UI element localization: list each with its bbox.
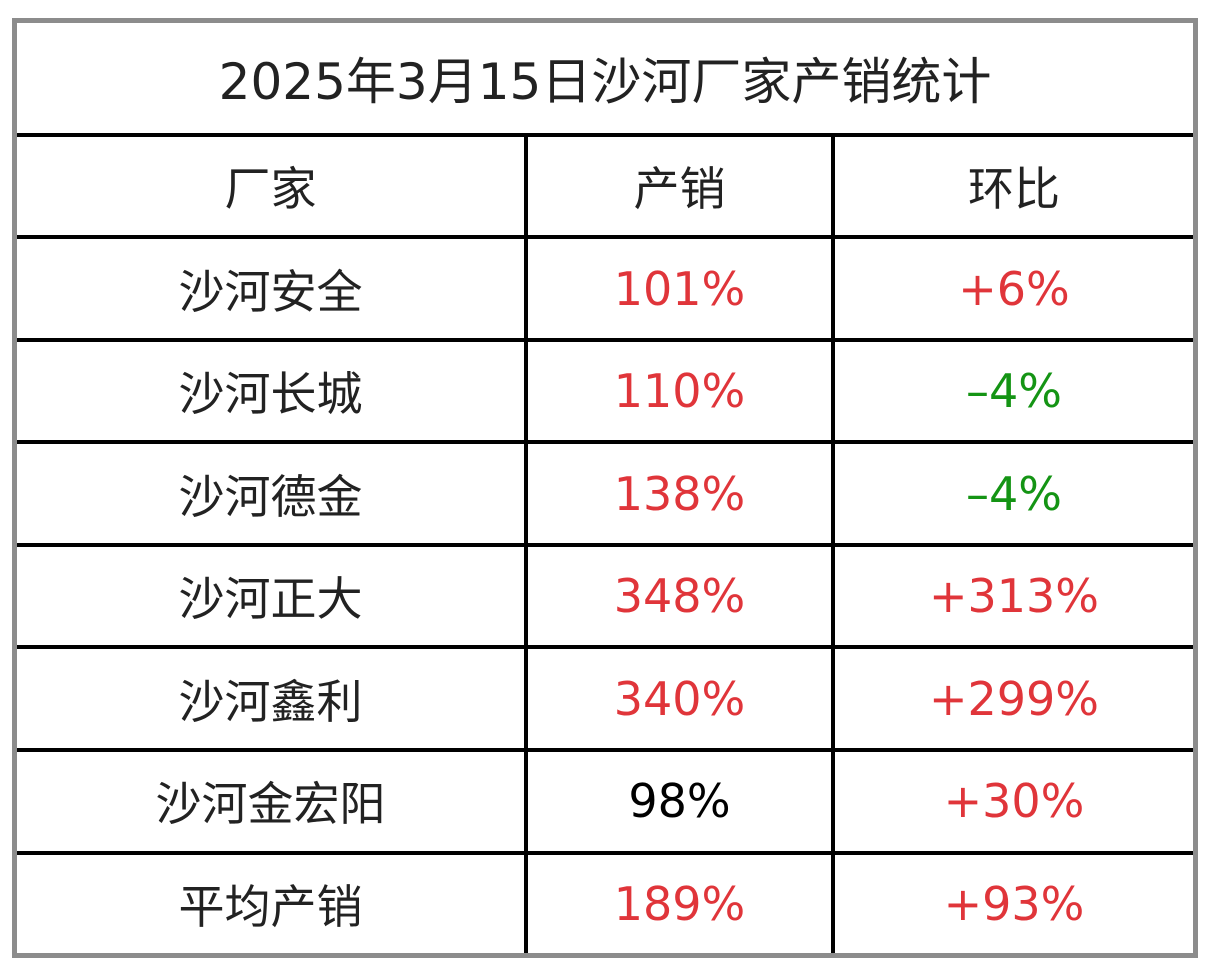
change-cell: +299% [831,645,1193,752]
stats-table: 厂家 产销 环比 沙河安全 101% +6% 沙河长城 110% –4% 沙河德… [17,137,1193,953]
table-title: 2025年3月15日沙河厂家产销统计 [17,23,1193,137]
average-row: 平均产销 189% +93% [17,850,1193,953]
table-row: 沙河德金 138% –4% [17,440,1193,547]
manufacturer-cell: 沙河长城 [17,337,528,445]
sales-cell: 138% [524,440,835,547]
table-row: 沙河金宏阳 98% +30% [17,748,1193,855]
header-change: 环比 [831,137,1193,240]
table-row: 沙河长城 110% –4% [17,337,1193,445]
manufacturer-cell: 沙河鑫利 [17,645,528,752]
table-row: 沙河鑫利 340% +299% [17,645,1193,752]
change-cell: +30% [831,748,1193,855]
change-cell: +93% [831,850,1193,953]
manufacturer-cell: 沙河正大 [17,542,528,650]
change-cell: –4% [831,440,1193,547]
sales-cell: 110% [524,337,835,445]
header-row: 厂家 产销 环比 [17,137,1193,240]
sales-cell: 348% [524,542,835,650]
stats-table-frame: 2025年3月15日沙河厂家产销统计 厂家 产销 环比 沙河安全 101% +6… [12,18,1198,958]
manufacturer-cell: 沙河金宏阳 [17,748,528,855]
sales-cell: 340% [524,645,835,752]
manufacturer-cell: 沙河安全 [17,235,528,342]
change-cell: +6% [831,235,1193,342]
change-cell: +313% [831,542,1193,650]
table-row: 沙河安全 101% +6% [17,235,1193,342]
header-sales: 产销 [524,137,835,240]
header-manufacturer: 厂家 [17,137,528,240]
sales-cell: 101% [524,235,835,342]
manufacturer-cell: 平均产销 [17,850,528,953]
change-cell: –4% [831,337,1193,445]
sales-cell: 98% [524,748,835,855]
manufacturer-cell: 沙河德金 [17,440,528,547]
sales-cell: 189% [524,850,835,953]
table-row: 沙河正大 348% +313% [17,542,1193,650]
